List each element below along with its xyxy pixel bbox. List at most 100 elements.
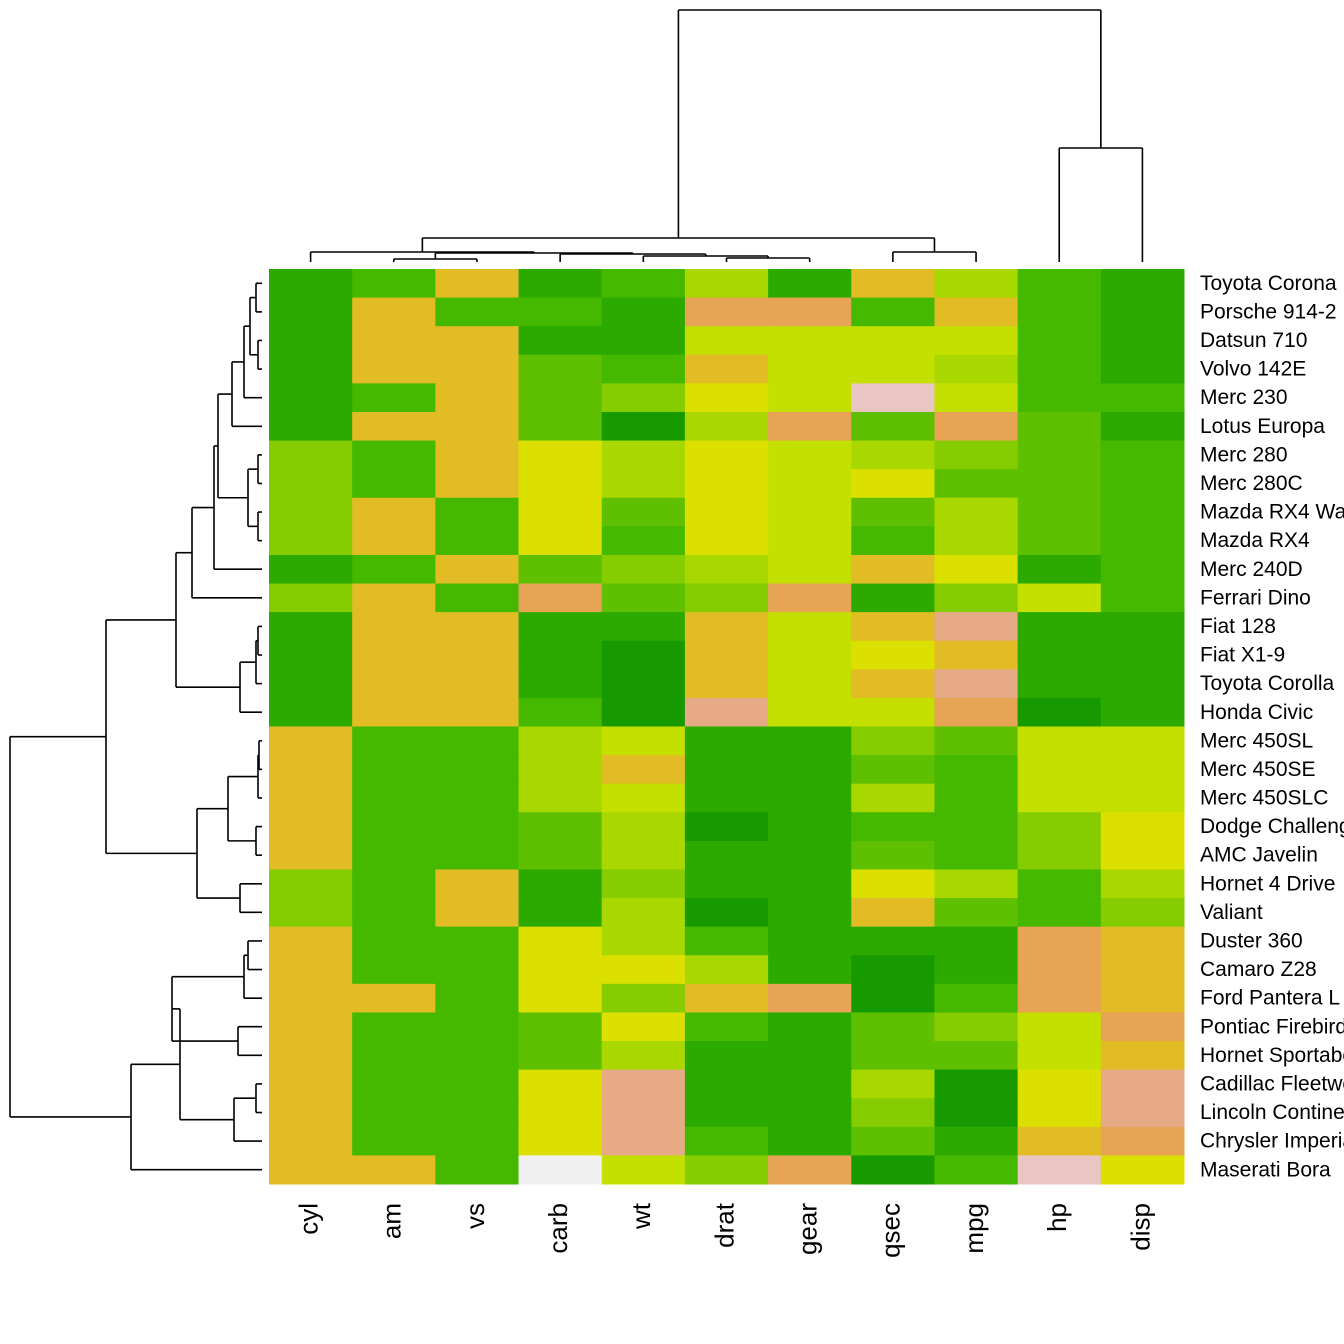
heatmap-cell: [269, 1126, 353, 1156]
heatmap-cell: [352, 1126, 436, 1156]
heatmap-cell: [934, 840, 1019, 870]
heatmap-cell: [1100, 1069, 1185, 1099]
heatmap-cell: [1017, 1126, 1102, 1156]
heatmap-cell: [851, 526, 935, 556]
heatmap-cell: [518, 869, 603, 899]
heatmap-cell: [768, 469, 852, 499]
heatmap-cell: [435, 554, 520, 585]
heatmap-cell: [684, 983, 769, 1013]
heatmap-cell: [601, 440, 686, 470]
heatmap-cell: [518, 583, 603, 613]
column-label: vs: [460, 1203, 490, 1229]
heatmap-cell: [435, 1012, 520, 1042]
heatmap-cell: [851, 383, 935, 413]
heatmap-cell: [352, 411, 436, 442]
heatmap-cell: [934, 955, 1019, 985]
heatmap-cell: [1017, 583, 1102, 613]
heatmap-cell: [934, 697, 1019, 727]
heatmap-cell: [1100, 354, 1185, 384]
heatmap-cell: [1017, 297, 1102, 327]
heatmap-cell: [269, 697, 353, 727]
heatmap-cell: [518, 383, 603, 413]
heatmap-cell: [934, 726, 1019, 756]
heatmap-cell: [1100, 554, 1185, 585]
row-label: Fiat X1-9: [1200, 644, 1285, 667]
row-label: AMC Javelin: [1200, 844, 1318, 867]
heatmap-cell: [352, 354, 436, 384]
heatmap-cell: [851, 1098, 935, 1128]
heatmap-cell: [768, 269, 852, 299]
row-label: Merc 280: [1200, 443, 1288, 466]
heatmap-cell: [684, 1069, 769, 1099]
heatmap-cell: [601, 783, 686, 813]
heatmap-cell: [684, 640, 769, 670]
heatmap-cell: [518, 526, 603, 556]
heatmap-cell: [851, 726, 935, 756]
heatmap-cell: [684, 755, 769, 785]
heatmap-cell: [684, 440, 769, 470]
heatmap-cell: [352, 297, 436, 327]
heatmap-cell: [601, 697, 686, 727]
heatmap-cell: [684, 354, 769, 384]
heatmap-cell: [1017, 983, 1102, 1013]
heatmap-cell: [684, 1098, 769, 1128]
heatmap-cell: [684, 297, 769, 327]
heatmap-cell: [768, 669, 852, 699]
heatmap-cell: [352, 1069, 436, 1099]
heatmap-cell: [768, 697, 852, 727]
heatmap-cell: [352, 955, 436, 985]
heatmap-cell: [851, 1069, 935, 1099]
heatmap-cell: [851, 1155, 935, 1185]
heatmap-cell: [269, 640, 353, 670]
heatmap-cell: [601, 297, 686, 327]
heatmap-cell: [435, 697, 520, 727]
heatmap-cell: [934, 1069, 1019, 1099]
heatmap-cell: [934, 898, 1019, 928]
heatmap-cell: [684, 669, 769, 699]
row-label: Ford Pantera L: [1200, 987, 1340, 1010]
heatmap-cell: [269, 812, 353, 842]
heatmap-cell: [269, 1098, 353, 1128]
heatmap-cell: [1100, 583, 1185, 613]
heatmap-cell: [518, 898, 603, 928]
heatmap-cell: [352, 640, 436, 670]
heatmap-cell: [352, 1155, 436, 1185]
heatmap-cell: [269, 583, 353, 613]
heatmap-cell: [934, 583, 1019, 613]
heatmap-cell: [269, 840, 353, 870]
heatmap-cell: [768, 726, 852, 756]
heatmap-cell: [934, 440, 1019, 470]
heatmap-cell: [1100, 411, 1185, 442]
heatmap-cell: [851, 755, 935, 785]
heatmap-cell: [851, 354, 935, 384]
heatmap-cell: [518, 726, 603, 756]
heatmap-cell: [269, 983, 353, 1013]
heatmap-cell: [1017, 869, 1102, 899]
heatmap-cell: [352, 669, 436, 699]
heatmap-cell: [601, 1069, 686, 1099]
heatmap-cell: [934, 526, 1019, 556]
heatmap-cell: [1017, 697, 1102, 727]
heatmap-cell: [435, 755, 520, 785]
heatmap-cell: [684, 554, 769, 585]
heatmap-cell: [518, 812, 603, 842]
heatmap-cell: [684, 526, 769, 556]
heatmap-cell: [1017, 554, 1102, 585]
heatmap-cell: [851, 440, 935, 470]
row-label: Fiat 128: [1200, 615, 1276, 638]
heatmap-cell: [1100, 898, 1185, 928]
heatmap-cell: [768, 1069, 852, 1099]
row-label: Toyota Corona: [1200, 272, 1337, 295]
heatmap-cell: [269, 526, 353, 556]
heatmap-cell: [684, 840, 769, 870]
heatmap-cell: [934, 1041, 1019, 1071]
heatmap-cell: [768, 869, 852, 899]
heatmap-cell: [269, 869, 353, 899]
heatmap-cell: [518, 497, 603, 527]
heatmap-cell: [768, 554, 852, 585]
heatmap-cell: [435, 1069, 520, 1099]
heatmap-cell: [684, 411, 769, 442]
heatmap-cell: [435, 1126, 520, 1156]
heatmap-cell: [1017, 669, 1102, 699]
heatmap-cell: [601, 1126, 686, 1156]
